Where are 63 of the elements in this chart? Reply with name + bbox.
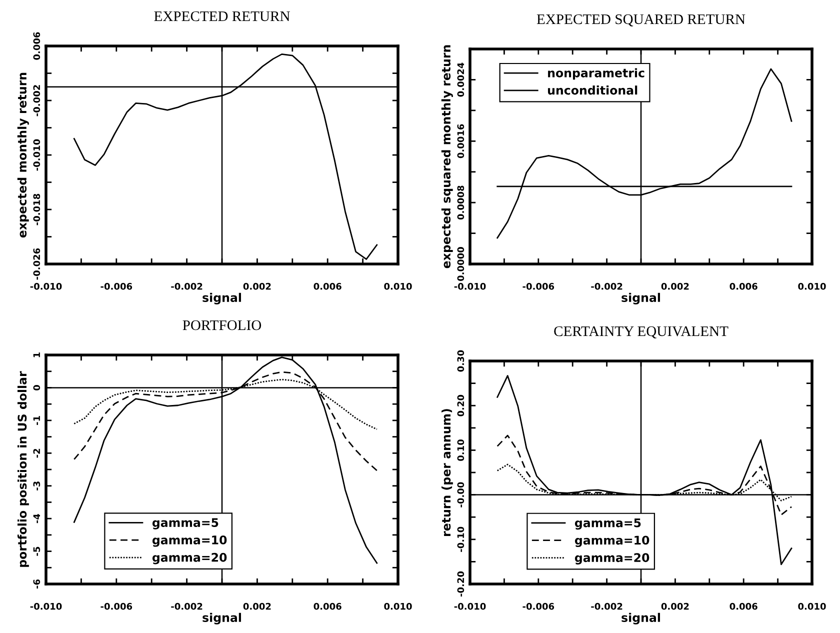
y-tick-label: -0.026 (33, 248, 40, 280)
y-tick-label: -0.002 (33, 85, 40, 116)
x-tick-label: -0.006 (522, 282, 554, 290)
y-tick-label: -0.010 (33, 139, 40, 171)
x-tick-label: -0.006 (100, 602, 132, 610)
chart-title: PORTFOLIO (182, 320, 262, 330)
legend-label: unconditional (548, 86, 638, 95)
x-tick-label: -0.006 (100, 282, 132, 290)
y-tick-label: 0.006 (33, 32, 40, 60)
x-axis-title: signal (202, 612, 241, 624)
x-tick-label: 0.002 (243, 282, 271, 290)
x-tick-label: 0.006 (730, 602, 758, 610)
x-tick-label: 0.010 (798, 602, 826, 610)
x-tick-label: 0.010 (384, 602, 412, 610)
chart-title: CERTAINTY EQUIVALENT (554, 326, 728, 338)
x-tick-label: -0.006 (522, 602, 554, 610)
x-tick-label: 0.010 (384, 282, 412, 290)
x-tick-label: 0.002 (661, 602, 689, 610)
y-axis-title: expected monthly return (17, 72, 29, 238)
y-tick-label: 0.20 (457, 394, 464, 416)
x-tick-label: -0.002 (171, 282, 202, 290)
y-axis-title: expected squared monthly return (441, 45, 453, 268)
x-tick-label: 0.002 (243, 602, 271, 610)
y-tick-label: 0.0016 (457, 124, 464, 158)
y-tick-label: -6 (33, 579, 40, 589)
y-tick-label: -0.00 (457, 482, 464, 508)
y-tick-label: -4 (33, 514, 40, 524)
legend-label: gamma=10 (574, 536, 650, 548)
y-tick-label: -0.20 (457, 571, 464, 597)
y-tick-label: 0 (33, 385, 40, 390)
legend-label: nonparametric (548, 68, 644, 80)
x-tick-label: -0.002 (591, 282, 622, 290)
legend-label: gamma=20 (152, 552, 227, 564)
x-tick-label: 0.002 (661, 282, 689, 290)
y-tick-label: -0.018 (33, 194, 40, 226)
y-tick-label: 0.10 (457, 439, 464, 461)
x-tick-label: 0.010 (798, 282, 826, 290)
legend-label: gamma=20 (574, 553, 650, 564)
legend-label: gamma=10 (152, 535, 227, 547)
x-tick-label: 0.006 (314, 602, 342, 610)
y-tick-label: -5 (33, 546, 40, 556)
x-axis-title: signal (202, 292, 241, 304)
x-tick-label: -0.002 (591, 602, 622, 610)
legend-label: gamma=5 (152, 518, 218, 530)
x-tick-label: 0.006 (730, 282, 758, 290)
x-axis-title: signal (622, 292, 660, 304)
y-tick-label: -1 (33, 416, 40, 425)
y-axis-title: portfolio position in US dollar (18, 371, 29, 567)
y-tick-label: 0.0024 (457, 62, 464, 97)
y-tick-label: -0.10 (457, 526, 464, 552)
legend-label: gamma=5 (574, 518, 641, 530)
y-tick-label: -3 (33, 482, 40, 490)
y-tick-label: 0.0000 (457, 247, 464, 281)
chart-title: EXPECTED SQUARED RETURN (536, 14, 746, 26)
x-tick-label: -0.002 (171, 602, 202, 610)
y-axis-title: return (per annum) (442, 409, 453, 536)
x-axis-title: signal (622, 612, 660, 624)
chart-title: EXPECTED RETURN (154, 11, 290, 22)
y-tick-label: -2 (33, 448, 40, 458)
y-tick-label: 0.30 (457, 350, 464, 372)
y-tick-label: 1 (33, 352, 40, 358)
x-tick-label: 0.006 (314, 282, 342, 290)
y-tick-label: 0.0008 (457, 186, 464, 220)
